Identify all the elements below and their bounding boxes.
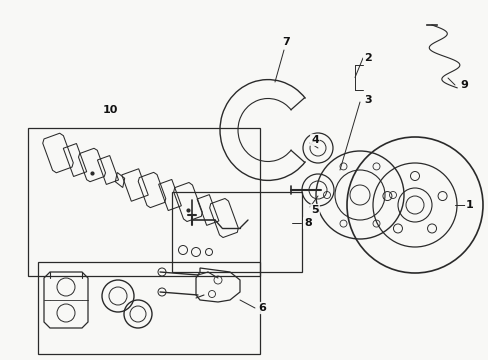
Bar	[172, 192, 302, 272]
Text: 1: 1	[465, 200, 473, 210]
Text: 2: 2	[364, 53, 371, 63]
Bar	[38, 262, 260, 354]
Text: 6: 6	[258, 303, 265, 313]
Text: 4: 4	[310, 135, 318, 145]
Text: 5: 5	[310, 205, 318, 215]
Text: 7: 7	[282, 37, 289, 47]
Text: 10: 10	[102, 105, 118, 115]
Text: 3: 3	[364, 95, 371, 105]
Text: 8: 8	[304, 218, 311, 228]
Bar	[28, 128, 260, 276]
Text: 9: 9	[459, 80, 467, 90]
